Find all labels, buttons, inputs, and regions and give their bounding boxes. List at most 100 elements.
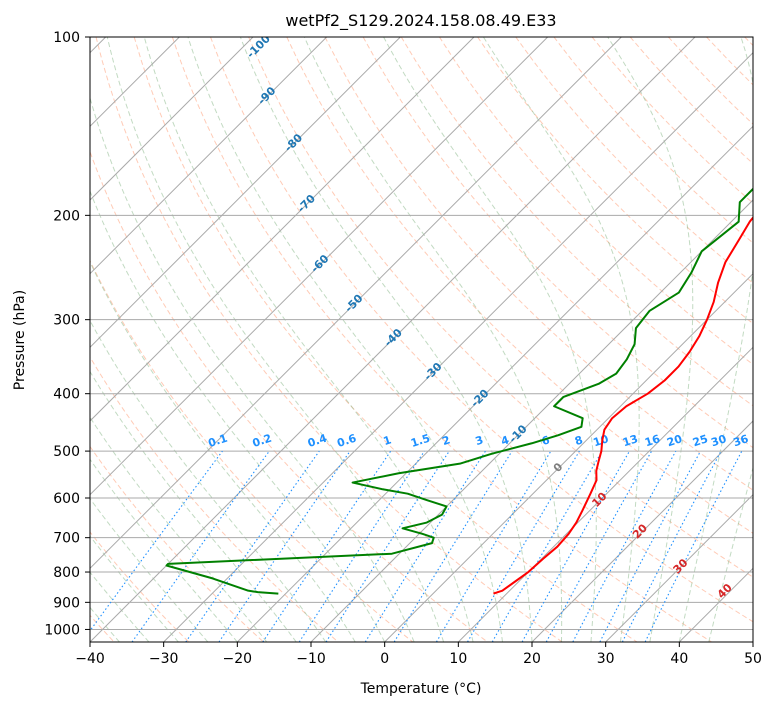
isotherm-line bbox=[236, 125, 753, 642]
mixing-ratio-line bbox=[131, 450, 270, 642]
moist-adiabat-line bbox=[90, 189, 386, 642]
mixing-ratio-line bbox=[185, 450, 320, 642]
y-tick-label: 100 bbox=[53, 30, 80, 46]
mixing-ratio-label: 10 bbox=[592, 432, 611, 449]
isotherm-line bbox=[457, 346, 753, 642]
moist-adiabat-line bbox=[187, 37, 504, 642]
moist-adiabat-line bbox=[303, 37, 563, 642]
dry-adiabat-line bbox=[90, 259, 414, 642]
y-tick-label: 700 bbox=[53, 531, 80, 547]
temperature-profile-line bbox=[493, 216, 753, 595]
mixing-ratio-label: 20 bbox=[665, 432, 684, 449]
x-tick-label: 20 bbox=[523, 651, 541, 667]
mixing-ratio-line bbox=[298, 450, 425, 642]
chart-title: wetPf2_S129.2024.158.08.49.E33 bbox=[285, 11, 556, 31]
isotherm-line bbox=[90, 37, 254, 201]
mixing-ratio-line bbox=[218, 450, 351, 642]
y-tick-label: 300 bbox=[53, 313, 80, 329]
dry-adiabat-line bbox=[90, 531, 190, 642]
isotherm-line bbox=[90, 37, 549, 496]
isotherm-line bbox=[163, 51, 753, 642]
x-tick-label: −20 bbox=[223, 651, 253, 667]
mixing-ratio-label: 16 bbox=[643, 432, 662, 449]
x-axis-label: Temperature (°C) bbox=[360, 681, 482, 697]
mixing-ratio-line bbox=[90, 450, 223, 632]
mixing-ratio-label: 1.5 bbox=[409, 432, 432, 450]
y-tick-label: 800 bbox=[53, 565, 80, 581]
dry-adiabat-line bbox=[90, 356, 339, 642]
axes: −40 −30 −20 −10 0 10 20 30 40 5010020030040050060… bbox=[44, 30, 762, 667]
mixing-ratio-line bbox=[521, 450, 630, 642]
dry-adiabat-line bbox=[210, 37, 753, 623]
x-tick-label: −30 bbox=[149, 651, 179, 667]
mixing-ratio-label: 1 bbox=[382, 433, 393, 448]
dry-adiabat-line bbox=[286, 37, 753, 534]
dry-adiabat-line bbox=[90, 150, 488, 642]
y-tick-label: 600 bbox=[53, 491, 80, 507]
dry-adiabat-line bbox=[90, 445, 264, 642]
moist-adiabat-line bbox=[383, 37, 597, 642]
isotherm-line bbox=[90, 37, 622, 570]
dry-adiabat-line bbox=[515, 37, 753, 284]
mixing-ratio-line bbox=[545, 450, 653, 642]
x-tick-label: −10 bbox=[296, 651, 326, 667]
mixing-ratio-label: 25 bbox=[691, 432, 710, 449]
mixing-ratio-label: 3 bbox=[474, 433, 485, 448]
moist-adiabat-line bbox=[239, 37, 533, 642]
x-tick-label: 30 bbox=[597, 651, 615, 667]
x-tick-label: 50 bbox=[744, 651, 762, 667]
mixing-ratio-line bbox=[325, 450, 450, 642]
isotherm-line bbox=[90, 37, 401, 349]
moist-adiabat-line bbox=[90, 319, 327, 642]
x-tick-label: 40 bbox=[670, 651, 688, 667]
background-lines bbox=[90, 37, 753, 642]
isotherm-line bbox=[310, 199, 753, 642]
mixing-ratio-label: 4 bbox=[499, 433, 511, 448]
mixing-ratio-line bbox=[262, 450, 392, 642]
y-tick-label: 1000 bbox=[44, 622, 80, 638]
isotherm-line bbox=[531, 420, 753, 642]
x-tick-label: 10 bbox=[449, 651, 467, 667]
y-tick-label: 400 bbox=[53, 387, 80, 403]
mixing-ratio-label: 0.4 bbox=[306, 431, 329, 449]
dry-adiabat-line bbox=[400, 37, 753, 407]
mixing-ratio-label: 30 bbox=[709, 432, 728, 449]
mixing-ratio-line bbox=[572, 450, 677, 642]
y-tick-label: 500 bbox=[53, 444, 80, 460]
y-tick-label: 900 bbox=[53, 595, 80, 611]
mixing-ratio-label: 0.2 bbox=[251, 432, 274, 450]
mixing-ratio-label: 0.1 bbox=[207, 432, 230, 450]
mixing-ratio-label: 13 bbox=[621, 432, 640, 449]
moist-adiabat-line bbox=[106, 37, 445, 642]
mixing-ratio-label: 8 bbox=[573, 433, 584, 448]
isotherm-line bbox=[90, 37, 696, 642]
mixing-ratio-label: 6 bbox=[540, 433, 552, 448]
plot-area bbox=[90, 37, 753, 642]
dry-adiabat-line bbox=[324, 37, 753, 491]
mixing-ratio-label: 2 bbox=[441, 433, 452, 448]
moist-adiabat-line bbox=[143, 37, 474, 642]
moist-adiabat-line bbox=[607, 37, 694, 642]
dry-adiabat-line bbox=[362, 37, 753, 449]
moist-adiabat-line bbox=[708, 466, 753, 642]
moist-adiabat-line bbox=[482, 37, 640, 642]
y-tick-label: 200 bbox=[53, 208, 80, 224]
plot-frame bbox=[89, 36, 754, 643]
mixing-ratio-line bbox=[644, 450, 743, 642]
isotherm-line bbox=[605, 493, 753, 642]
sounding-profiles bbox=[165, 187, 753, 595]
moist-adiabat-line bbox=[678, 37, 753, 642]
x-tick-label: 0 bbox=[380, 651, 389, 667]
dry-adiabat-line bbox=[477, 37, 753, 325]
dry-adiabat-line bbox=[95, 37, 563, 642]
dry-adiabat-line bbox=[171, 37, 712, 642]
dry-adiabat-line bbox=[133, 37, 638, 642]
x-tick-label: −40 bbox=[75, 651, 105, 667]
moist-adiabat-line bbox=[90, 416, 268, 642]
dry-adiabat-line bbox=[248, 37, 753, 578]
isotherm-line bbox=[90, 37, 328, 275]
dry-adiabat-line bbox=[439, 37, 753, 366]
mixing-ratio-label: 36 bbox=[732, 432, 751, 449]
dewpoint-profile-line bbox=[165, 187, 753, 595]
